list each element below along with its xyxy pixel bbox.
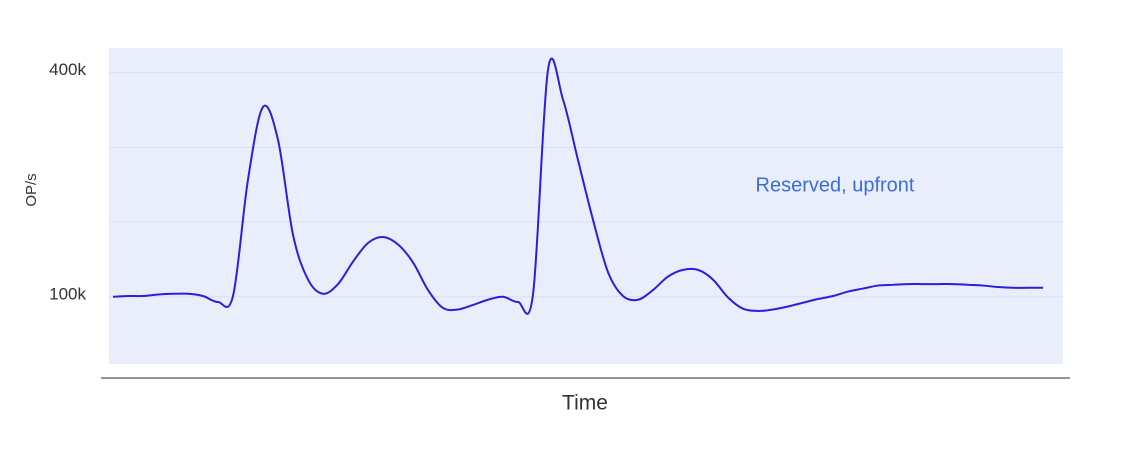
line-series	[112, 57, 1043, 315]
y-tick-label: 100k	[49, 284, 86, 303]
annotation: Reserved, upfront	[756, 174, 915, 196]
y-axis-label: OP/s	[23, 173, 40, 206]
plot-background	[109, 48, 1063, 364]
y-tick-label: 400k	[49, 60, 86, 79]
x-axis-label: Time	[562, 392, 608, 415]
